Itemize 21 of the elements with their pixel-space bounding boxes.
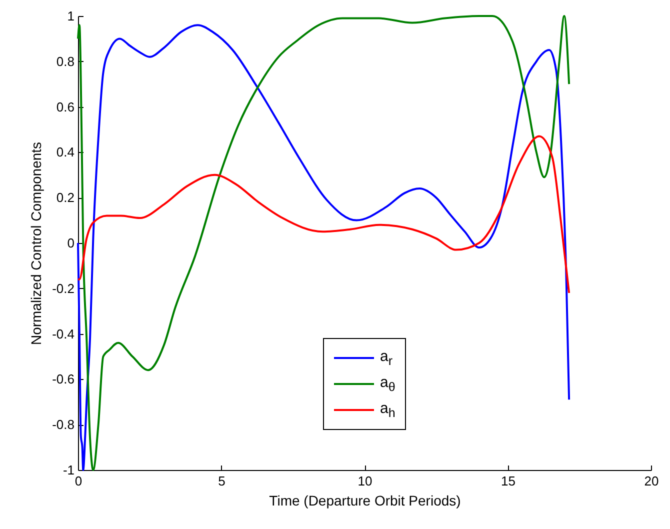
y-axis-title: Normalized Control Components (28, 142, 44, 346)
x-tick-label: 5 (218, 474, 226, 488)
y-tick-label: -0.4 (52, 326, 74, 342)
legend-label: a$_{θ}$ (380, 374, 396, 394)
x-axis-title: Time (Departure Orbit Periods) (269, 492, 461, 508)
y-tick-label: 0 (67, 236, 74, 250)
y-tick-label: 0.6 (56, 99, 74, 114)
y-tick-label: 0.4 (56, 144, 74, 160)
y-tick-label: -1 (62, 462, 74, 478)
line-series (77, 135, 570, 294)
x-tick-label: 10 (358, 474, 372, 488)
y-tick-label: 0.8 (56, 54, 74, 69)
y-tick-label: -0.6 (52, 372, 74, 387)
legend-label: a$_{r}$ (380, 348, 393, 368)
y-tick-label: -0.8 (52, 417, 74, 432)
y-tick-label: -0.2 (52, 280, 74, 296)
legend-label: a$_{h}$ (380, 400, 396, 420)
y-tick-label: 0.2 (56, 190, 74, 206)
x-tick-label: 20 (644, 474, 659, 488)
y-tick-label: 1 (67, 8, 74, 24)
x-tick-label: 15 (501, 474, 516, 488)
